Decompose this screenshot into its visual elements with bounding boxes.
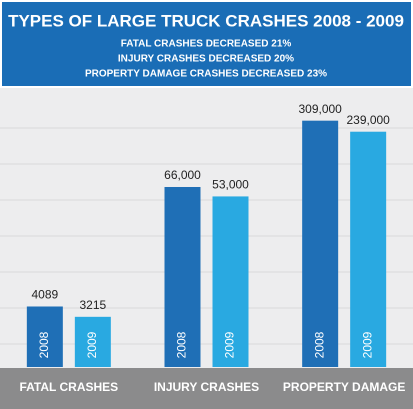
bar-series-label: 2008 [312, 331, 326, 358]
bar [26, 306, 63, 367]
value-label: 53,000 [212, 178, 249, 192]
subtitle: INJURY CRASHES DECREASED 20% [118, 54, 294, 65]
subtitle: PROPERTY DAMAGE CRASHES DECREASED 23% [85, 69, 327, 80]
x-tick-label: FATAL CRASHES [19, 380, 118, 394]
bar [164, 186, 201, 367]
header [0, 0, 413, 88]
value-label: 309,000 [298, 102, 342, 116]
chart-title: TYPES OF LARGE TRUCK CRASHES 2008 - 2009 [8, 11, 404, 30]
value-label: 239,000 [346, 113, 390, 127]
bar [302, 120, 339, 367]
bar-series-label: 2009 [360, 331, 374, 358]
bar-series-label: 2008 [175, 331, 189, 358]
value-label: 4089 [31, 288, 58, 302]
bar [350, 131, 387, 367]
x-tick-label: PROPERTY DAMAGE [283, 380, 405, 394]
bar-series-label: 2009 [223, 331, 237, 358]
bar-series-label: 2009 [85, 331, 99, 358]
decor-lines [0, 127, 413, 345]
value-label: 66,000 [164, 168, 201, 182]
bar [74, 316, 111, 367]
bar [212, 196, 249, 367]
category-band [0, 368, 413, 409]
bar-series-label: 2008 [37, 331, 51, 358]
subtitle: FATAL CRASHES DECREASED 21% [121, 39, 292, 50]
value-label: 3215 [79, 298, 106, 312]
x-tick-label: INJURY CRASHES [154, 380, 259, 394]
